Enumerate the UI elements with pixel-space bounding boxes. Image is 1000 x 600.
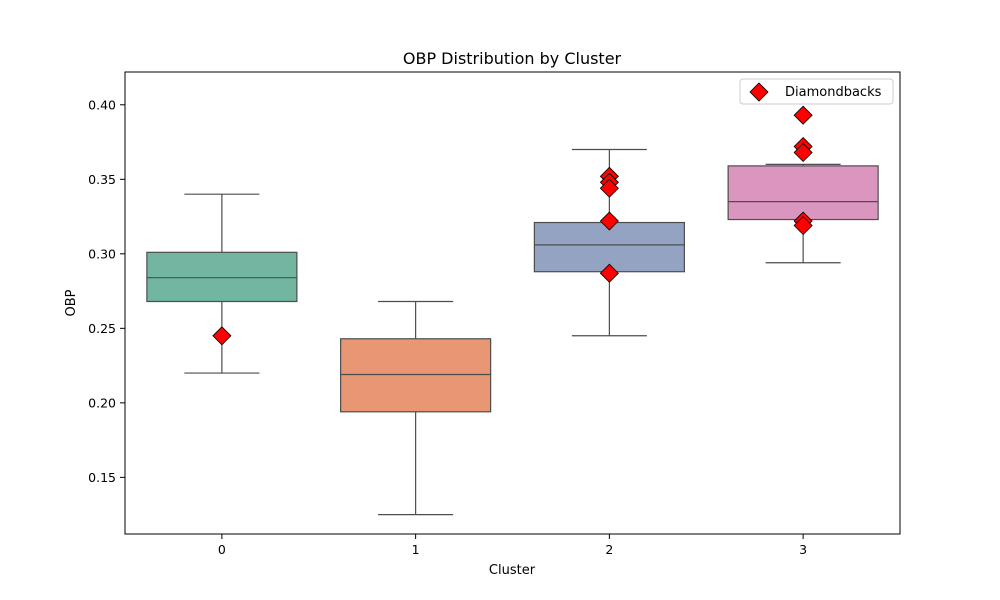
legend-diamond-icon xyxy=(749,82,769,102)
x-axis-label: Cluster xyxy=(489,563,536,578)
box-iqr xyxy=(340,338,492,413)
y-tick-label: 0.30 xyxy=(88,246,116,261)
legend: Diamondbacks xyxy=(739,78,894,105)
x-tick-label: 2 xyxy=(605,542,613,557)
legend-frame xyxy=(739,78,894,105)
x-tick-label: 3 xyxy=(799,542,807,557)
y-tick-label: 0.20 xyxy=(88,395,116,410)
box-cluster-1 xyxy=(340,300,492,516)
diamondbacks-marker xyxy=(599,178,619,198)
legend-label-diamondbacks: Diamondbacks xyxy=(785,85,882,100)
diamondbacks-marker xyxy=(793,105,813,125)
diamondbacks-marker xyxy=(793,215,813,236)
y-axis-label: OBP xyxy=(64,289,79,316)
boxes-layer xyxy=(146,148,879,516)
box-cluster-3 xyxy=(727,163,879,264)
x-axis: 0 1 2 3 xyxy=(218,534,807,557)
diamondbacks-marker xyxy=(599,211,619,231)
box-cluster-0 xyxy=(146,193,298,374)
y-tick-label: 0.40 xyxy=(88,97,116,112)
chart-title: OBP Distribution by Cluster xyxy=(403,49,622,68)
x-tick-label: 1 xyxy=(412,542,420,557)
diamondbacks-marker xyxy=(793,142,813,163)
y-axis: 0.15 0.20 0.25 0.30 0.35 0.40 xyxy=(88,97,125,485)
y-tick-label: 0.35 xyxy=(88,172,116,187)
diamondbacks-marker xyxy=(212,326,232,346)
y-tick-label: 0.15 xyxy=(88,470,116,485)
box-iqr xyxy=(727,165,879,221)
markers-layer xyxy=(212,105,813,346)
legend-marker xyxy=(749,82,769,102)
y-tick-label: 0.25 xyxy=(88,321,116,336)
box-iqr xyxy=(146,251,298,303)
diamondbacks-marker xyxy=(599,263,619,283)
x-tick-label: 0 xyxy=(218,542,226,557)
box-iqr xyxy=(533,221,685,273)
plot-frame xyxy=(124,71,901,535)
